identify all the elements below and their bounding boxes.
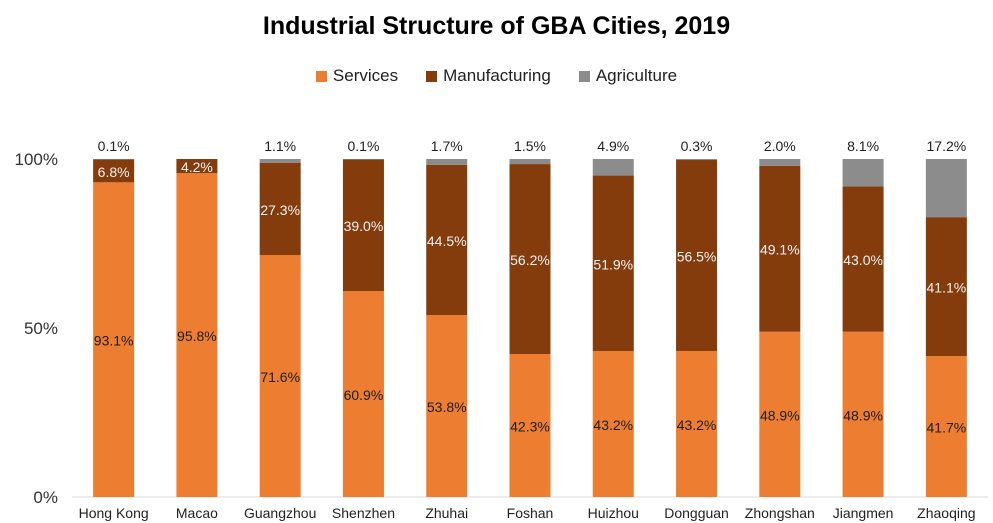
bar-agriculture-dongguan	[676, 159, 718, 161]
legend-item-manufacturing: Manufacturing	[426, 66, 551, 86]
data-label-agriculture-foshan: 1.5%	[514, 138, 546, 154]
bar-services-zhongshan	[759, 331, 801, 497]
bar-agriculture-huizhou	[592, 159, 634, 176]
legend-label-services: Services	[332, 66, 399, 85]
bar-manufacturing-huizhou	[592, 175, 634, 351]
data-label-services-zhongshan: 48.9%	[760, 407, 800, 423]
y-tick-label: 0%	[33, 488, 58, 507]
x-tick-label: Jiangmen	[833, 505, 894, 521]
y-tick-label: 100%	[15, 150, 58, 169]
data-label-agriculture-dongguan: 0.3%	[681, 138, 713, 154]
data-label-services-zhuhai: 53.8%	[427, 399, 467, 415]
bar-services-foshan	[509, 354, 551, 497]
data-label-agriculture-zhongshan: 2.0%	[764, 138, 796, 154]
bar-manufacturing-foshan	[509, 164, 551, 355]
data-label-agriculture-hong-kong: 0.1%	[98, 138, 130, 154]
bar-manufacturing-hong-kong	[93, 159, 135, 183]
data-label-agriculture-jiangmen: 8.1%	[847, 138, 879, 154]
x-tick-label: Dongguan	[664, 505, 729, 521]
data-label-agriculture-zhuhai: 1.7%	[431, 138, 463, 154]
bar-manufacturing-zhaoqing	[925, 217, 967, 357]
data-label-agriculture-guangzhou: 1.1%	[264, 138, 296, 154]
data-label-manufacturing-zhaoqing: 41.1%	[927, 280, 967, 296]
data-label-agriculture-huizhou: 4.9%	[597, 138, 629, 154]
data-label-services-huizhou: 43.2%	[593, 417, 633, 433]
x-tick-label: Huizhou	[588, 505, 639, 521]
data-label-manufacturing-macao: 4.2%	[181, 159, 213, 175]
bar-agriculture-zhuhai	[426, 159, 468, 165]
bar-services-hong-kong	[93, 182, 135, 497]
bar-agriculture-zhaoqing	[925, 159, 967, 218]
x-tick-label: Hong Kong	[79, 505, 149, 521]
legend-swatch-services	[315, 70, 327, 82]
data-label-services-hong-kong: 93.1%	[94, 333, 134, 349]
x-tick-label: Zhuhai	[425, 505, 468, 521]
data-label-manufacturing-zhuhai: 44.5%	[427, 233, 467, 249]
x-tick-label: Shenzhen	[332, 505, 395, 521]
bar-agriculture-jiangmen	[842, 159, 884, 187]
bar-manufacturing-zhongshan	[759, 165, 801, 332]
bar-services-macao	[176, 173, 218, 498]
data-label-services-jiangmen: 48.9%	[843, 407, 883, 423]
data-label-services-guangzhou: 71.6%	[260, 369, 300, 385]
data-label-manufacturing-guangzhou: 27.3%	[260, 202, 300, 218]
bar-agriculture-zhongshan	[759, 159, 801, 166]
data-label-services-dongguan: 43.2%	[677, 417, 717, 433]
bar-agriculture-shenzhen	[342, 159, 384, 160]
bar-agriculture-foshan	[509, 159, 551, 165]
bar-services-guangzhou	[259, 254, 301, 497]
data-label-manufacturing-jiangmen: 43.0%	[843, 252, 883, 268]
bar-manufacturing-shenzhen	[342, 159, 384, 292]
x-tick-label: Zhongshan	[745, 505, 815, 521]
data-label-manufacturing-foshan: 56.2%	[510, 252, 550, 268]
bar-manufacturing-macao	[176, 159, 218, 174]
bar-manufacturing-zhuhai	[426, 164, 468, 316]
legend-label-agriculture: Agriculture	[595, 66, 678, 85]
bar-services-huizhou	[592, 350, 634, 497]
y-tick-label: 50%	[24, 319, 58, 338]
x-tick-label: Guangzhou	[244, 505, 316, 521]
data-label-manufacturing-shenzhen: 39.0%	[344, 218, 384, 234]
data-label-manufacturing-dongguan: 56.5%	[677, 248, 717, 264]
bar-services-jiangmen	[842, 331, 884, 497]
data-label-services-macao: 95.8%	[177, 328, 217, 344]
bar-manufacturing-jiangmen	[842, 186, 884, 332]
legend-swatch-manufacturing	[426, 70, 438, 82]
bar-services-zhaoqing	[925, 356, 967, 497]
bar-services-zhuhai	[426, 315, 468, 497]
chart-title: Industrial Structure of GBA Cities, 2019	[262, 12, 731, 40]
data-label-agriculture-zhaoqing: 17.2%	[927, 138, 967, 154]
data-label-manufacturing-hong-kong: 6.8%	[98, 164, 130, 180]
data-label-manufacturing-huizhou: 51.9%	[593, 256, 633, 272]
legend-label-manufacturing: Manufacturing	[443, 66, 551, 85]
legend: Services Manufacturing Agriculture	[0, 66, 993, 86]
x-tick-label: Foshan	[507, 505, 554, 521]
legend-item-services: Services	[315, 66, 399, 86]
bar-manufacturing-dongguan	[676, 160, 718, 351]
data-label-services-foshan: 42.3%	[510, 419, 550, 435]
x-tick-label: Macao	[176, 505, 218, 521]
data-label-agriculture-shenzhen: 0.1%	[347, 138, 379, 154]
legend-item-agriculture: Agriculture	[578, 66, 678, 86]
data-label-services-zhaoqing: 41.7%	[927, 420, 967, 436]
data-label-services-shenzhen: 60.9%	[344, 387, 384, 403]
bar-services-shenzhen	[342, 291, 384, 497]
legend-swatch-agriculture	[578, 70, 590, 82]
bar-services-dongguan	[676, 350, 718, 497]
data-label-manufacturing-zhongshan: 49.1%	[760, 242, 800, 258]
x-tick-label: Zhaoqing	[917, 505, 975, 521]
bar-manufacturing-guangzhou	[259, 162, 301, 255]
bar-agriculture-hong-kong	[93, 159, 135, 160]
bar-agriculture-guangzhou	[259, 159, 301, 163]
